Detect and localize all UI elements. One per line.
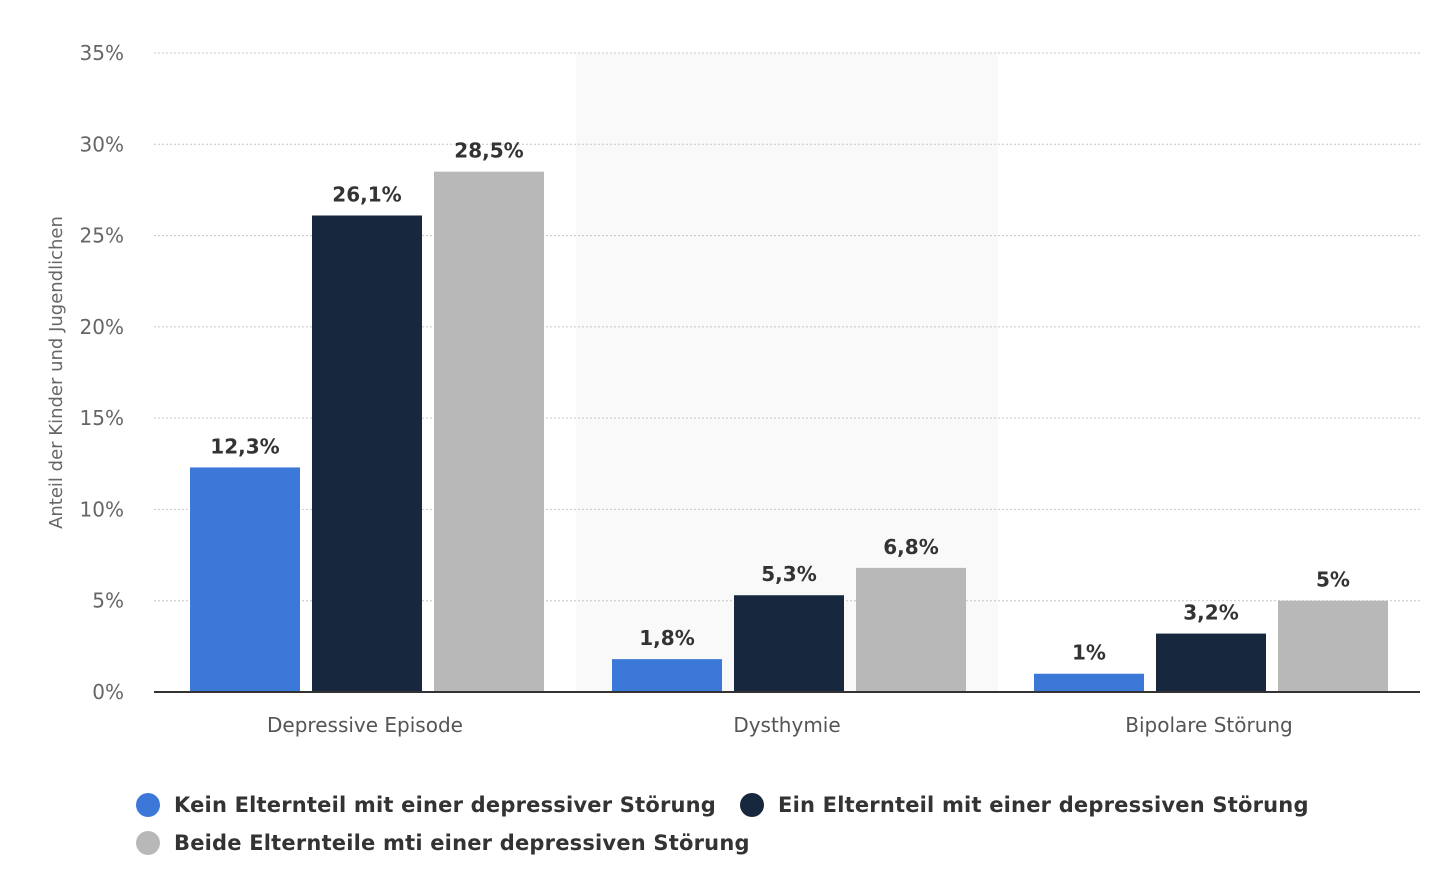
y-tick-label: 20%: [80, 315, 124, 339]
y-tick-label: 10%: [80, 497, 124, 521]
bar: [312, 215, 422, 692]
legend-swatch-kein-elternteil: [136, 793, 160, 817]
y-tick-label: 15%: [80, 406, 124, 430]
legend-row-2: Beide Elternteile mti einer depressiven …: [136, 824, 1426, 862]
legend-item-kein-elternteil[interactable]: Kein Elternteil mit einer depressiver St…: [136, 793, 716, 817]
data-label: 26,1%: [332, 182, 401, 206]
bar: [856, 567, 966, 692]
data-label: 5%: [1316, 568, 1350, 592]
data-label: 6,8%: [883, 535, 938, 559]
legend-item-ein-elternteil[interactable]: Ein Elternteil mit einer depressiven Stö…: [740, 793, 1309, 817]
x-tick-label: Bipolare Störung: [1125, 713, 1293, 737]
bar: [1156, 633, 1266, 692]
data-label: 5,3%: [761, 562, 816, 586]
legend-item-beide-elternteile[interactable]: Beide Elternteile mti einer depressiven …: [136, 831, 750, 855]
legend-label-ein-elternteil: Ein Elternteil mit einer depressiven Stö…: [778, 793, 1309, 817]
bar: [734, 595, 844, 692]
data-label: 1,8%: [639, 626, 694, 650]
bar-chart: 0% 5% 10% 15% 20% 25% 30% 35% Anteil der Kinder …: [46, 41, 1420, 737]
bar: [1034, 673, 1144, 692]
data-label: 3,2%: [1183, 601, 1238, 625]
bar: [1278, 600, 1388, 692]
bar: [434, 171, 544, 692]
y-tick-label: 35%: [80, 41, 124, 65]
bar: [612, 659, 722, 692]
legend-swatch-beide-elternteile: [136, 831, 160, 855]
x-tick-label: Dysthymie: [733, 713, 840, 737]
bar: [190, 467, 300, 692]
legend-row-1: Kein Elternteil mit einer depressiver St…: [136, 786, 1426, 824]
y-axis-label: Anteil der Kinder und Jugendlichen: [46, 216, 67, 529]
legend: Kein Elternteil mit einer depressiver St…: [136, 786, 1426, 862]
legend-label-kein-elternteil: Kein Elternteil mit einer depressiver St…: [174, 793, 717, 817]
legend-swatch-ein-elternteil: [740, 793, 765, 817]
y-tick-label: 30%: [80, 132, 124, 156]
legend-label-beide-elternteile: Beide Elternteile mti einer depressiven …: [174, 831, 750, 855]
data-label: 28,5%: [454, 139, 523, 163]
data-label: 1%: [1072, 641, 1106, 665]
x-tick-label: Depressive Episode: [267, 713, 463, 737]
data-label: 12,3%: [210, 434, 279, 458]
y-tick-label: 5%: [92, 589, 124, 613]
y-tick-label: 0%: [92, 680, 124, 704]
y-tick-label: 25%: [80, 224, 124, 248]
